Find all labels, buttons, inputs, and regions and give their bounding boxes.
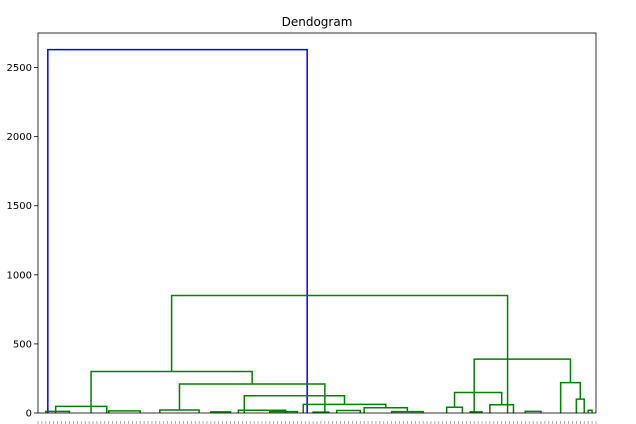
dendrogram-link-1: [170, 294, 509, 413]
y-tick-label: 1000: [7, 270, 32, 281]
dendrogram-link-2: [90, 370, 253, 413]
y-tick-label: 2000: [7, 132, 32, 143]
y-tick-label: 1500: [7, 201, 32, 212]
dendrogram-link-7: [54, 405, 108, 413]
dendrogram-links: [45, 48, 593, 413]
dendrogram-link-23: [312, 411, 330, 413]
dendrogram-link-17: [335, 409, 361, 413]
y-tick-label: 0: [26, 409, 32, 420]
dendrogram-link-18: [390, 410, 424, 413]
y-axis: 0 500 1000 1500 2000 2500: [7, 63, 38, 420]
dendrogram-link-22: [269, 410, 299, 413]
chart-title: Dendogram: [282, 15, 353, 29]
dendrogram-link-16: [107, 410, 141, 413]
dendrogram-link-5: [302, 403, 387, 413]
dendrogram-link-24: [469, 411, 483, 413]
dendrogram-link-10: [489, 403, 515, 413]
dendrogram-link-9: [453, 391, 503, 408]
dendrogram-link-21: [210, 411, 232, 413]
dendrogram-link-13: [445, 406, 464, 413]
dendrogram-link-4: [243, 394, 346, 413]
dendrogram-link-0: [47, 48, 308, 413]
dendrogram-link-25: [587, 409, 593, 413]
dendrogram-link-8: [473, 358, 572, 413]
dendrogram-link-20: [45, 410, 71, 413]
dendrogram-link-12: [575, 398, 585, 413]
y-tick-label: 500: [13, 339, 32, 350]
dendrogram-link-14: [159, 409, 200, 413]
y-tick-label: 2500: [7, 63, 32, 74]
dendrogram-link-11: [559, 381, 582, 413]
dendrogram-link-6: [363, 406, 409, 413]
dendrogram-link-19: [524, 410, 542, 413]
plot-frame: [37, 32, 597, 414]
dendrogram-link-3: [178, 383, 326, 413]
